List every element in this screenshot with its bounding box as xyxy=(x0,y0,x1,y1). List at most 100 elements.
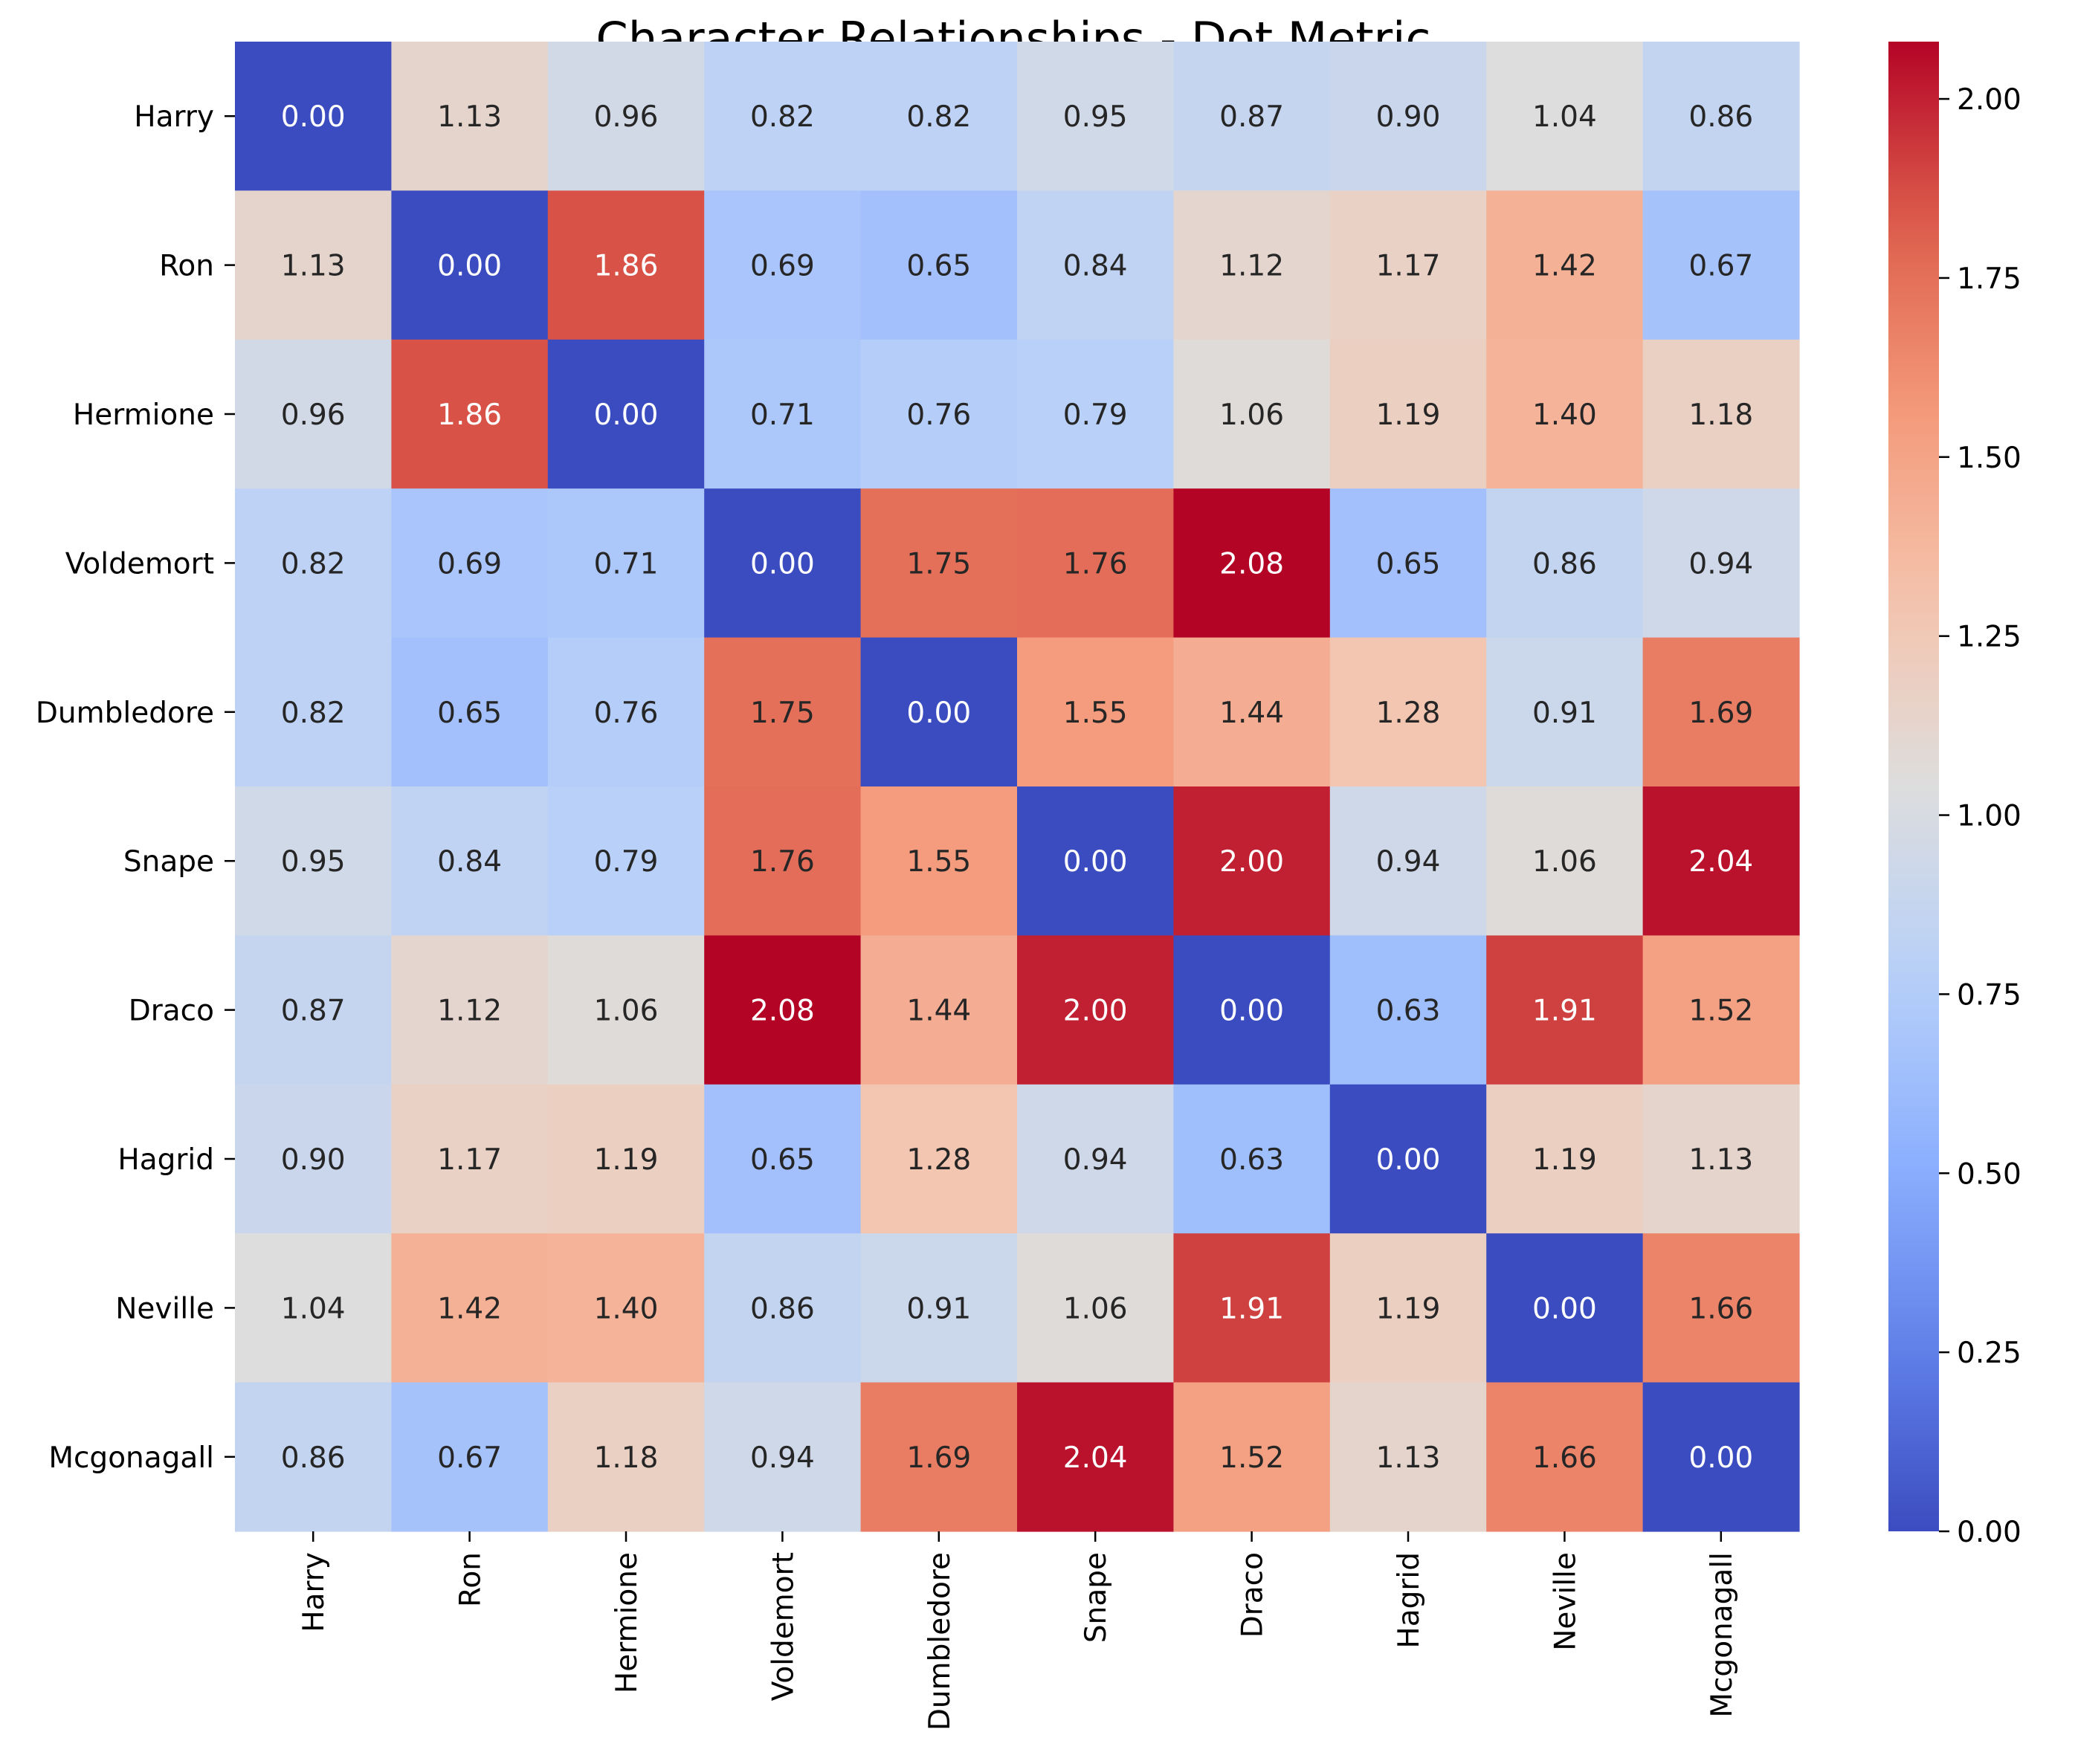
x-tick-label: Dumbledore xyxy=(923,1552,957,1731)
cell-value-label: 1.52 xyxy=(1688,995,1753,1028)
cell-value-label: 0.00 xyxy=(1376,1143,1441,1177)
heatmap-cell xyxy=(391,786,549,936)
cell-value-label: 1.06 xyxy=(1219,398,1284,432)
x-tick-label: Mcgonagall xyxy=(1706,1552,1739,1718)
heatmap-cell xyxy=(235,1233,392,1383)
cell-value-label: 0.65 xyxy=(906,250,971,283)
x-tick-label: Harry xyxy=(297,1552,331,1632)
heatmap-cell xyxy=(1642,339,1800,489)
cell-value-label: 1.52 xyxy=(1219,1441,1284,1475)
cell-value-label: 1.40 xyxy=(1532,398,1597,432)
heatmap-cell xyxy=(860,637,1018,787)
y-tick-label: Hagrid xyxy=(117,1143,214,1177)
y-tick-label: Hermione xyxy=(73,398,214,432)
heatmap-cell xyxy=(1642,637,1800,787)
cell-value-label: 0.76 xyxy=(594,697,659,730)
y-tick-label: Ron xyxy=(159,250,214,283)
cell-value-label: 1.55 xyxy=(1063,697,1128,730)
cell-value-label: 1.75 xyxy=(750,697,815,730)
heatmap-cell xyxy=(391,42,549,191)
colorbar-tick-label: 1.25 xyxy=(1957,621,2021,654)
cell-value-label: 0.71 xyxy=(750,398,815,432)
heatmap-cell xyxy=(1329,1084,1487,1234)
cell-value-label: 0.94 xyxy=(1688,547,1753,581)
heatmap-cell xyxy=(1017,935,1174,1085)
cell-value-label: 2.00 xyxy=(1063,995,1128,1028)
cell-value-label: 1.86 xyxy=(594,250,659,283)
heatmap-cell xyxy=(1329,1233,1487,1383)
cell-value-label: 0.63 xyxy=(1376,995,1441,1028)
heatmap-cell xyxy=(1329,488,1487,639)
heatmap-cell xyxy=(704,42,862,191)
heatmap-cell xyxy=(547,786,705,936)
cell-value-label: 0.79 xyxy=(1063,398,1128,432)
heatmap-cell xyxy=(547,1233,705,1383)
heatmap-cell xyxy=(860,190,1018,340)
heatmap-cell xyxy=(860,488,1018,639)
cell-value-label: 0.87 xyxy=(1219,100,1284,134)
heatmap-cell xyxy=(1017,637,1174,787)
cell-value-label: 1.13 xyxy=(437,100,502,134)
heatmap-cell xyxy=(1173,1084,1331,1234)
heatmap-cell xyxy=(1173,786,1331,936)
cell-value-label: 0.00 xyxy=(1688,1441,1753,1475)
cell-value-label: 0.65 xyxy=(1376,547,1441,581)
cell-value-label: 0.00 xyxy=(750,547,815,581)
cell-value-label: 1.18 xyxy=(594,1441,659,1475)
heatmap-cell xyxy=(1173,1382,1331,1532)
heatmap-cell xyxy=(1017,190,1174,340)
cell-value-label: 1.86 xyxy=(437,398,502,432)
cell-value-label: 0.95 xyxy=(281,845,346,879)
heatmap-cell xyxy=(1017,786,1174,936)
cell-value-label: 1.18 xyxy=(1688,398,1753,432)
heatmap-cell xyxy=(235,1382,392,1532)
heatmap-cell xyxy=(391,1382,549,1532)
heatmap-cell xyxy=(1642,190,1800,340)
heatmap-cells xyxy=(235,42,1800,1532)
heatmap-cell xyxy=(704,1233,862,1383)
colorbar-tick-label: 0.00 xyxy=(1957,1516,2021,1549)
heatmap-cell xyxy=(547,42,705,191)
heatmap-cell xyxy=(1017,1233,1174,1383)
cell-value-label: 1.69 xyxy=(906,1441,971,1475)
cell-value-label: 1.42 xyxy=(1532,250,1597,283)
cell-value-label: 0.87 xyxy=(281,995,346,1028)
heatmap-cell xyxy=(1329,190,1487,340)
heatmap-cell xyxy=(235,190,392,340)
cell-value-label: 0.82 xyxy=(281,697,346,730)
cell-value-label: 0.65 xyxy=(750,1143,815,1177)
cell-value-label: 0.96 xyxy=(281,398,346,432)
heatmap-cell xyxy=(235,488,392,639)
heatmap-cell xyxy=(1017,1382,1174,1532)
heatmap-cell xyxy=(1486,1233,1644,1383)
heatmap-cell xyxy=(1642,786,1800,936)
cell-value-label: 0.00 xyxy=(437,250,502,283)
heatmap-cell xyxy=(704,637,862,787)
heatmap-cell xyxy=(547,190,705,340)
cell-value-label: 0.94 xyxy=(750,1441,815,1475)
heatmap-cell xyxy=(1486,339,1644,489)
heatmap-cell xyxy=(1642,1233,1800,1383)
heatmap-cell xyxy=(860,786,1018,936)
y-tick-label: Voldemort xyxy=(65,547,214,581)
y-tick-label: Snape xyxy=(123,845,214,879)
heatmap-cell xyxy=(391,1084,549,1234)
cell-value-label: 0.96 xyxy=(594,100,659,134)
heatmap-cell xyxy=(704,786,862,936)
heatmap-cell xyxy=(1329,42,1487,191)
y-tick-label: Neville xyxy=(115,1292,214,1325)
heatmap-cell xyxy=(1173,637,1331,787)
cell-value-label: 0.91 xyxy=(1532,697,1597,730)
colorbar-tick-label: 2.00 xyxy=(1957,83,2021,117)
cell-value-label: 0.67 xyxy=(437,1441,502,1475)
colorbar-gradient xyxy=(1888,42,1939,1531)
cell-value-label: 1.13 xyxy=(1376,1441,1441,1475)
heatmap-cell xyxy=(860,1084,1018,1234)
heatmap-cell xyxy=(1329,339,1487,489)
heatmap-cell xyxy=(391,488,549,639)
cell-value-label: 1.13 xyxy=(1688,1143,1753,1177)
cell-value-label: 1.06 xyxy=(1532,845,1597,879)
heatmap-cell xyxy=(704,488,862,639)
heatmap-cell xyxy=(1486,190,1644,340)
cell-value-label: 1.40 xyxy=(594,1292,659,1325)
